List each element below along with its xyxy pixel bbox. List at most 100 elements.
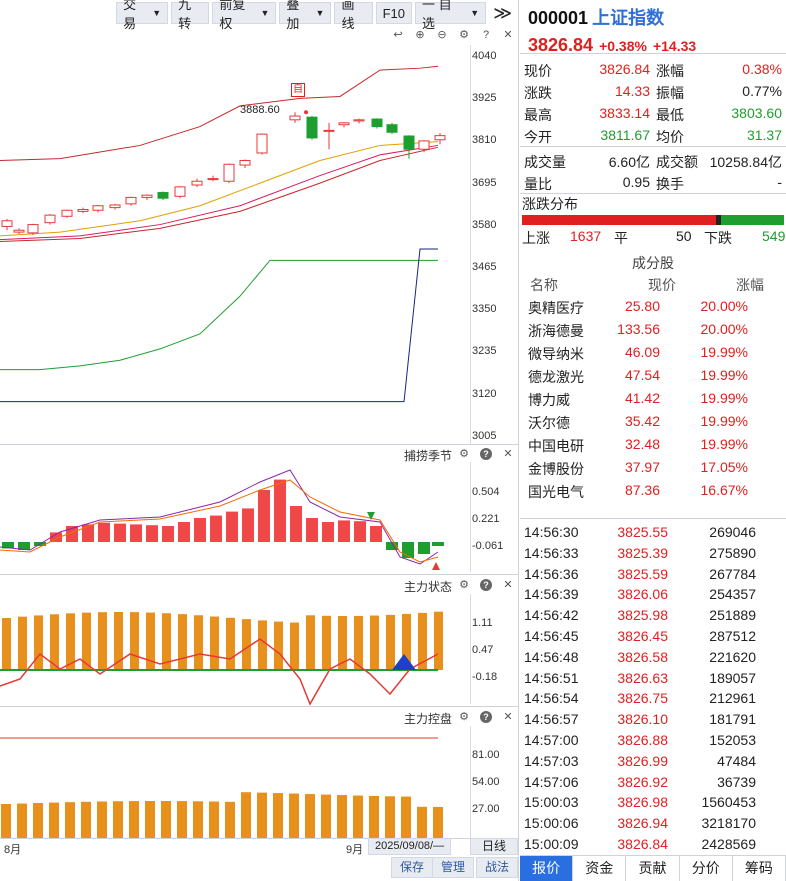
tick-volume: 251889 xyxy=(709,607,756,624)
adjust-label: 前复权 xyxy=(219,0,246,31)
tick-price: 3826.10 xyxy=(617,711,668,728)
sub2-chart[interactable] xyxy=(0,594,470,706)
component-pct: 19.99% xyxy=(700,436,748,452)
components-title: 成分股 xyxy=(632,255,674,271)
trade-menu[interactable]: 交易 ▼ xyxy=(116,0,169,31)
quote-row: 涨跌 14.33 振幅 0.77% xyxy=(520,80,786,102)
component-price: 35.42 xyxy=(624,413,660,429)
quote-value: 0.77% xyxy=(742,83,782,99)
tick-time: 14:57:00 xyxy=(524,732,579,748)
panel-divider xyxy=(0,838,519,839)
divider xyxy=(520,518,786,519)
back-icon[interactable]: ↩ xyxy=(393,29,403,41)
overlay-menu[interactable]: 叠加 ▼ xyxy=(279,0,332,31)
tick-time: 14:56:57 xyxy=(524,711,579,728)
period-selector[interactable]: 日线 xyxy=(470,838,518,855)
chart-area[interactable]: 交易 ▼ 九转 前复权 ▼ 叠加 ▼ 画线 F10 一 自选 ▼ ≫ ↩ ⊕ ⊖ ⚙ ?… xyxy=(0,0,519,881)
candle-body xyxy=(207,178,219,181)
down-arrow-icon xyxy=(367,512,375,520)
up-count: 1637 xyxy=(570,228,602,244)
sub2-tick: -0.18 xyxy=(472,671,498,683)
help-icon[interactable]: ? xyxy=(480,579,492,591)
tab-0[interactable]: 报价 xyxy=(520,856,574,881)
quote-value: 3803.60 xyxy=(731,105,782,121)
y-axis-line xyxy=(470,462,471,572)
control-bar xyxy=(257,792,267,838)
component-row[interactable]: 微导纳米 46.09 19.99% xyxy=(520,342,786,365)
add-favorite-button[interactable]: 一 自选 ▼ xyxy=(415,0,487,31)
candle-body xyxy=(353,119,365,122)
component-pct: 16.67% xyxy=(700,482,748,498)
tick-volume: 3218170 xyxy=(701,815,756,832)
up-label: 上涨 xyxy=(522,230,550,246)
nine-turn-button[interactable]: 九转 xyxy=(171,0,210,31)
zoom-in-icon[interactable]: ⊕ xyxy=(415,29,425,41)
component-row[interactable]: 沃尔德 35.42 19.99% xyxy=(520,411,786,434)
main-y-tick: 3235 xyxy=(472,345,497,358)
collapse-panel-icon[interactable]: ≫ xyxy=(493,2,513,23)
control-bar xyxy=(321,794,331,838)
component-price: 47.54 xyxy=(624,367,660,383)
tick-row: 14:57:06 3826.92 36739 xyxy=(520,772,786,792)
component-row[interactable]: 中国电研 32.48 19.99% xyxy=(520,434,786,457)
strategy-button[interactable]: 战法 xyxy=(476,857,519,878)
macd-bar xyxy=(242,508,254,542)
component-row[interactable]: 奥精医疗 25.80 20.00% xyxy=(520,296,786,319)
candle-body xyxy=(418,140,430,150)
tick-time: 15:00:09 xyxy=(524,836,579,852)
bottom-tabs: 报价 资金 贡献 分价 筹码 xyxy=(520,855,786,881)
component-row[interactable]: 博力威 41.42 19.99% xyxy=(520,388,786,411)
control-bar xyxy=(161,801,171,838)
tab-4[interactable]: 筹码 xyxy=(733,856,786,881)
state-bar xyxy=(82,612,91,670)
zoom-out-icon[interactable]: ⊖ xyxy=(437,29,447,41)
settings-icon[interactable]: ⚙ xyxy=(459,448,469,460)
candle-body xyxy=(338,122,350,126)
change-percent: +0.38% xyxy=(599,38,647,54)
settings-icon[interactable]: ⚙ xyxy=(459,29,469,41)
close-icon[interactable]: ✕ xyxy=(503,448,513,460)
component-name: 博力威 xyxy=(528,392,570,408)
help-icon[interactable]: ? xyxy=(480,711,492,723)
main-y-tick: 4040 xyxy=(472,50,497,62)
tab-1[interactable]: 资金 xyxy=(573,856,627,881)
close-icon[interactable]: ✕ xyxy=(503,711,513,723)
state-bar xyxy=(162,613,171,670)
component-row[interactable]: 金博股份 37.97 17.05% xyxy=(520,457,786,480)
help-icon[interactable]: ? xyxy=(482,29,490,41)
component-row[interactable]: 浙海德曼 133.56 20.00% xyxy=(520,319,786,342)
manage-button[interactable]: 管理 xyxy=(432,857,475,878)
adjust-menu[interactable]: 前复权 ▼ xyxy=(212,0,277,31)
help-icon[interactable]: ? xyxy=(480,448,492,460)
macd-bar xyxy=(322,522,334,542)
state-bar xyxy=(306,615,315,670)
candle-body xyxy=(223,163,235,182)
candlestick-chart[interactable] xyxy=(0,45,470,445)
stock-name[interactable]: 上证指数 xyxy=(592,8,665,28)
tick-row: 14:57:03 3826.99 47484 xyxy=(520,751,786,771)
sub3-tick: 27.00 xyxy=(472,803,500,815)
quote-row: 最高 3833.14 最低 3803.60 xyxy=(520,102,786,124)
settings-icon[interactable]: ⚙ xyxy=(459,711,469,723)
component-row[interactable]: 国光电气 87.36 16.67% xyxy=(520,480,786,503)
sub1-chart[interactable] xyxy=(0,462,470,572)
candle-body xyxy=(44,214,56,224)
macd-bar xyxy=(432,542,444,546)
f10-button[interactable]: F10 xyxy=(375,2,413,24)
close-icon[interactable]: ✕ xyxy=(503,29,513,41)
tab-3[interactable]: 分价 xyxy=(680,856,733,881)
state-bar xyxy=(66,613,75,670)
draw-line-button[interactable]: 画线 xyxy=(334,0,373,31)
component-row[interactable]: 德龙激光 47.54 19.99% xyxy=(520,365,786,388)
settings-icon[interactable]: ⚙ xyxy=(459,579,469,591)
close-icon[interactable]: ✕ xyxy=(503,579,513,591)
sub3-chart[interactable] xyxy=(0,726,470,838)
main-y-tick: 3465 xyxy=(472,261,497,273)
state-bar xyxy=(418,612,427,670)
tick-row: 14:57:00 3826.88 152053 xyxy=(520,730,786,750)
volume-value: 0.95 xyxy=(622,174,650,190)
save-button[interactable]: 保存 xyxy=(391,857,434,878)
candle-body xyxy=(1,220,13,227)
tab-2[interactable]: 贡献 xyxy=(626,856,680,881)
macd-bar xyxy=(82,524,94,542)
